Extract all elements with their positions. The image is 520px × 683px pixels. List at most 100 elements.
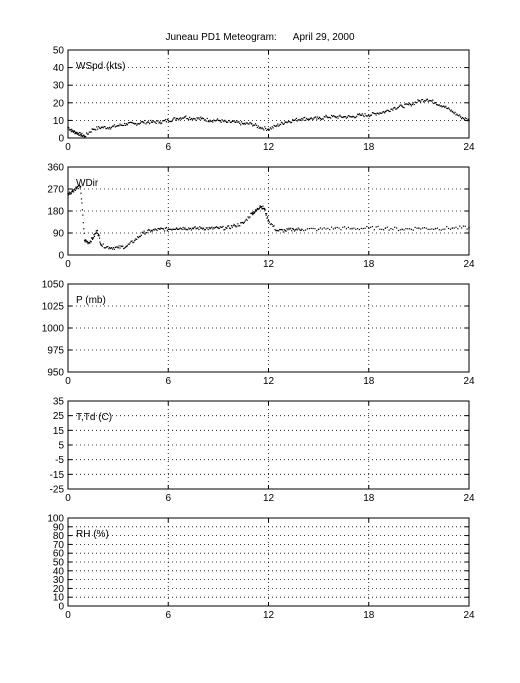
data-point	[192, 227, 195, 230]
data-point	[465, 117, 467, 120]
data-point	[102, 243, 104, 245]
data-point	[242, 222, 245, 224]
data-point	[290, 122, 292, 124]
data-point	[340, 115, 342, 118]
data-point	[258, 127, 260, 129]
data-point	[175, 119, 177, 121]
data-point	[104, 247, 106, 249]
data-point	[149, 229, 151, 231]
data-point	[279, 123, 282, 126]
data-point	[430, 100, 432, 102]
data-point	[99, 243, 102, 245]
data-point	[448, 108, 451, 110]
data-point	[150, 119, 152, 122]
data-point	[144, 119, 146, 122]
data-point	[97, 234, 99, 237]
data-point	[404, 103, 406, 106]
data-point	[251, 212, 253, 215]
data-point	[363, 115, 365, 118]
data-point	[178, 118, 180, 120]
data-point	[351, 116, 353, 118]
x-tick-label: 0	[65, 376, 71, 387]
data-point	[71, 128, 73, 130]
data-point	[252, 214, 254, 216]
data-point	[382, 111, 384, 113]
data-point	[148, 229, 150, 231]
data-point	[206, 227, 208, 229]
data-point	[360, 227, 362, 229]
data-point	[188, 116, 191, 119]
data-point	[253, 211, 255, 213]
data-point	[289, 228, 291, 230]
data-point	[81, 209, 83, 211]
data-point	[181, 228, 183, 231]
data-point	[388, 229, 390, 231]
data-point	[142, 121, 144, 123]
data-point	[431, 100, 433, 102]
data-point	[122, 124, 124, 127]
data-point	[392, 228, 394, 230]
data-point	[166, 230, 168, 232]
data-point	[173, 117, 175, 119]
data-point	[115, 125, 117, 127]
data-point	[284, 229, 286, 232]
data-point	[208, 121, 210, 123]
data-point	[389, 110, 391, 113]
data-point	[348, 115, 350, 117]
data-point	[325, 114, 327, 117]
data-point	[259, 205, 261, 207]
data-point	[174, 228, 176, 230]
data-point	[392, 109, 394, 111]
data-point	[113, 124, 116, 126]
data-point	[451, 110, 453, 113]
data-point	[68, 192, 70, 195]
data-point	[264, 209, 266, 211]
data-point	[139, 235, 142, 237]
y-tick-label: 0	[58, 134, 64, 145]
data-point	[443, 105, 445, 108]
data-point	[252, 125, 254, 127]
data-point	[274, 228, 276, 231]
data-point	[256, 209, 258, 211]
data-point	[376, 112, 378, 115]
data-point	[279, 228, 281, 231]
data-point	[412, 102, 414, 104]
data-point	[381, 112, 383, 114]
x-tick-label: 18	[363, 610, 375, 621]
panel-label: WSpd (kts)	[76, 61, 125, 72]
data-point	[249, 216, 251, 218]
data-point	[165, 121, 167, 123]
x-tick-label: 24	[463, 610, 475, 621]
data-point	[401, 228, 403, 231]
data-point	[159, 228, 161, 231]
data-point	[146, 231, 148, 234]
data-point	[239, 122, 241, 124]
data-point	[118, 245, 120, 247]
data-point	[140, 234, 142, 236]
data-point	[197, 118, 199, 120]
data-point	[401, 105, 403, 108]
data-point	[172, 118, 174, 120]
data-point	[239, 225, 241, 227]
data-point	[334, 227, 337, 229]
y-tick-label: -25	[50, 485, 65, 496]
data-point	[259, 126, 261, 129]
data-point	[393, 107, 395, 109]
data-point	[305, 117, 308, 120]
data-point	[109, 246, 111, 249]
data-point	[87, 243, 89, 245]
data-point	[79, 132, 81, 134]
data-point	[245, 218, 247, 220]
data-point	[279, 124, 281, 126]
data-point	[236, 225, 238, 227]
data-point	[320, 118, 323, 121]
data-point	[252, 213, 254, 215]
x-tick-label: 0	[65, 493, 71, 504]
data-point	[354, 117, 356, 119]
data-point	[302, 119, 304, 121]
data-point	[185, 229, 187, 231]
data-point	[101, 126, 103, 128]
data-point	[167, 228, 169, 231]
data-point	[269, 223, 271, 225]
